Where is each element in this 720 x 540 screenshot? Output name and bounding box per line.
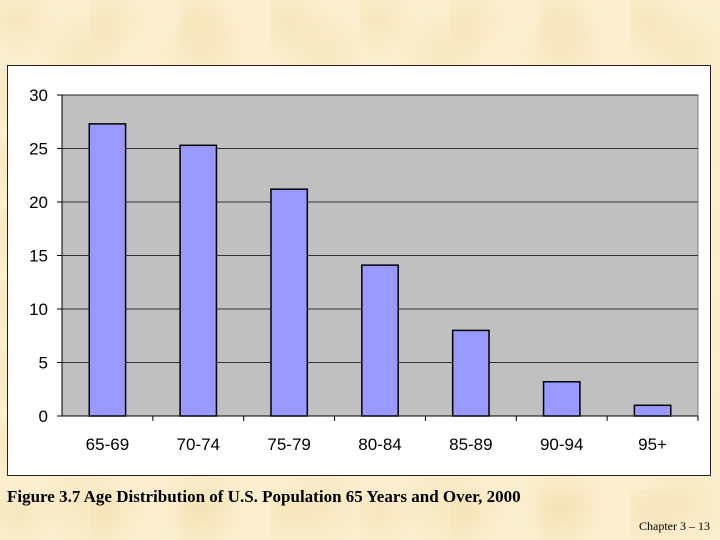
slide-footer: Chapter 3 – 13 (639, 519, 710, 533)
x-tick-label: 95+ (638, 435, 667, 454)
y-tick-label: 20 (29, 193, 48, 212)
bar (451, 329, 490, 417)
bar (542, 381, 581, 417)
figure-caption: Figure 3.7 Age Distribution of U.S. Popu… (7, 487, 521, 506)
x-tick-label: 80-84 (358, 435, 401, 454)
bar (179, 144, 218, 417)
y-tick-label: 10 (29, 300, 48, 319)
x-tick-label: 70-74 (177, 435, 220, 454)
x-tick-label: 85-89 (449, 435, 492, 454)
bar (88, 123, 127, 417)
x-tick-label: 75-79 (267, 435, 310, 454)
y-tick-label: 25 (29, 140, 48, 159)
bar (270, 188, 309, 417)
x-tick-label: 65-69 (86, 435, 129, 454)
x-tick-label: 90-94 (540, 435, 583, 454)
bar (361, 264, 399, 417)
bar-chart: 0 5 10 15 20 25 30 65-69 70-74 75-79 80-84 85-89 90… (29, 86, 699, 454)
chart-frame: 0 5 10 15 20 25 30 65-69 70-74 75-79 80-84 85-89 90… (7, 65, 711, 476)
y-tick-label: 0 (39, 407, 48, 426)
bar (633, 404, 672, 417)
y-tick-label: 30 (29, 86, 48, 105)
y-tick-label: 15 (29, 247, 48, 266)
y-tick-label: 5 (39, 354, 48, 373)
